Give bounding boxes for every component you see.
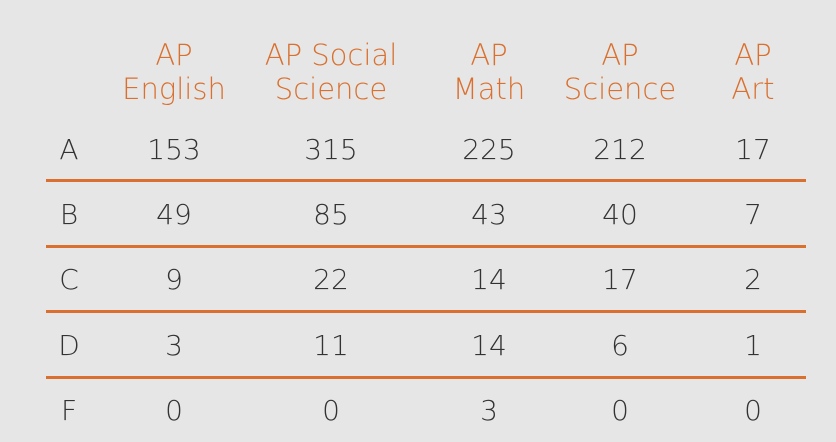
- column-header-line: Science: [274, 72, 388, 106]
- table-cell: 22: [313, 263, 349, 296]
- table-row-b: B 49 85 43 40 7: [0, 186, 836, 244]
- table-cell: 14: [471, 263, 507, 296]
- row-divider: [46, 245, 806, 248]
- table-cell: 225: [462, 133, 516, 166]
- column-header-line: AP: [734, 38, 772, 72]
- table-cell: 17: [602, 263, 638, 296]
- row-label-grade: D: [58, 329, 80, 362]
- row-label-grade: C: [59, 263, 79, 296]
- column-header-ap-science: AP Science: [555, 38, 685, 106]
- table-cell: 212: [593, 133, 647, 166]
- column-header-line: AP Social: [264, 38, 398, 72]
- table-header-row: AP English AP Social Science AP Math AP …: [0, 0, 836, 118]
- table-row-c: C 9 22 14 17 2: [0, 251, 836, 309]
- table-cell: 0: [611, 394, 629, 427]
- table-cell: 14: [471, 329, 507, 362]
- table-cell: 0: [165, 394, 183, 427]
- row-divider: [46, 310, 806, 313]
- column-header-ap-math: AP Math: [444, 38, 534, 106]
- row-label-grade: F: [60, 394, 78, 427]
- column-header-line: AP: [470, 38, 508, 72]
- table-cell: 2: [744, 263, 762, 296]
- table-cell: 0: [744, 394, 762, 427]
- table-cell: 17: [735, 133, 771, 166]
- column-header-line: AP: [601, 38, 639, 72]
- table-cell: 85: [313, 198, 349, 231]
- table-row-a: A 153 315 225 212 17: [0, 121, 836, 179]
- row-divider: [46, 376, 806, 379]
- table-cell: 6: [611, 329, 629, 362]
- table-row-d: D 3 11 14 6 1: [0, 317, 836, 375]
- table-cell: 153: [147, 133, 201, 166]
- table-cell: 11: [313, 329, 349, 362]
- table-cell: 49: [156, 198, 192, 231]
- row-divider: [46, 179, 806, 182]
- table-cell: 3: [480, 394, 498, 427]
- table-cell: 1: [744, 329, 762, 362]
- table-cell: 0: [322, 394, 340, 427]
- column-header-ap-art: AP Art: [714, 38, 792, 106]
- table-cell: 315: [304, 133, 358, 166]
- column-header-line: Science: [563, 72, 677, 106]
- row-label-grade: A: [59, 133, 79, 166]
- column-header-ap-english: AP English: [118, 38, 230, 106]
- column-header-line: AP: [155, 38, 193, 72]
- column-header-line: Math: [452, 72, 526, 106]
- table-row-f: F 0 0 3 0 0: [0, 382, 836, 440]
- column-header-line: English: [122, 72, 226, 106]
- table-cell: 40: [602, 198, 638, 231]
- column-header-line: Art: [731, 72, 775, 106]
- table-cell: 9: [165, 263, 183, 296]
- table-cell: 3: [165, 329, 183, 362]
- column-header-ap-social-science: AP Social Science: [251, 38, 411, 106]
- table-cell: 43: [471, 198, 507, 231]
- row-label-grade: B: [59, 198, 79, 231]
- table-cell: 7: [744, 198, 762, 231]
